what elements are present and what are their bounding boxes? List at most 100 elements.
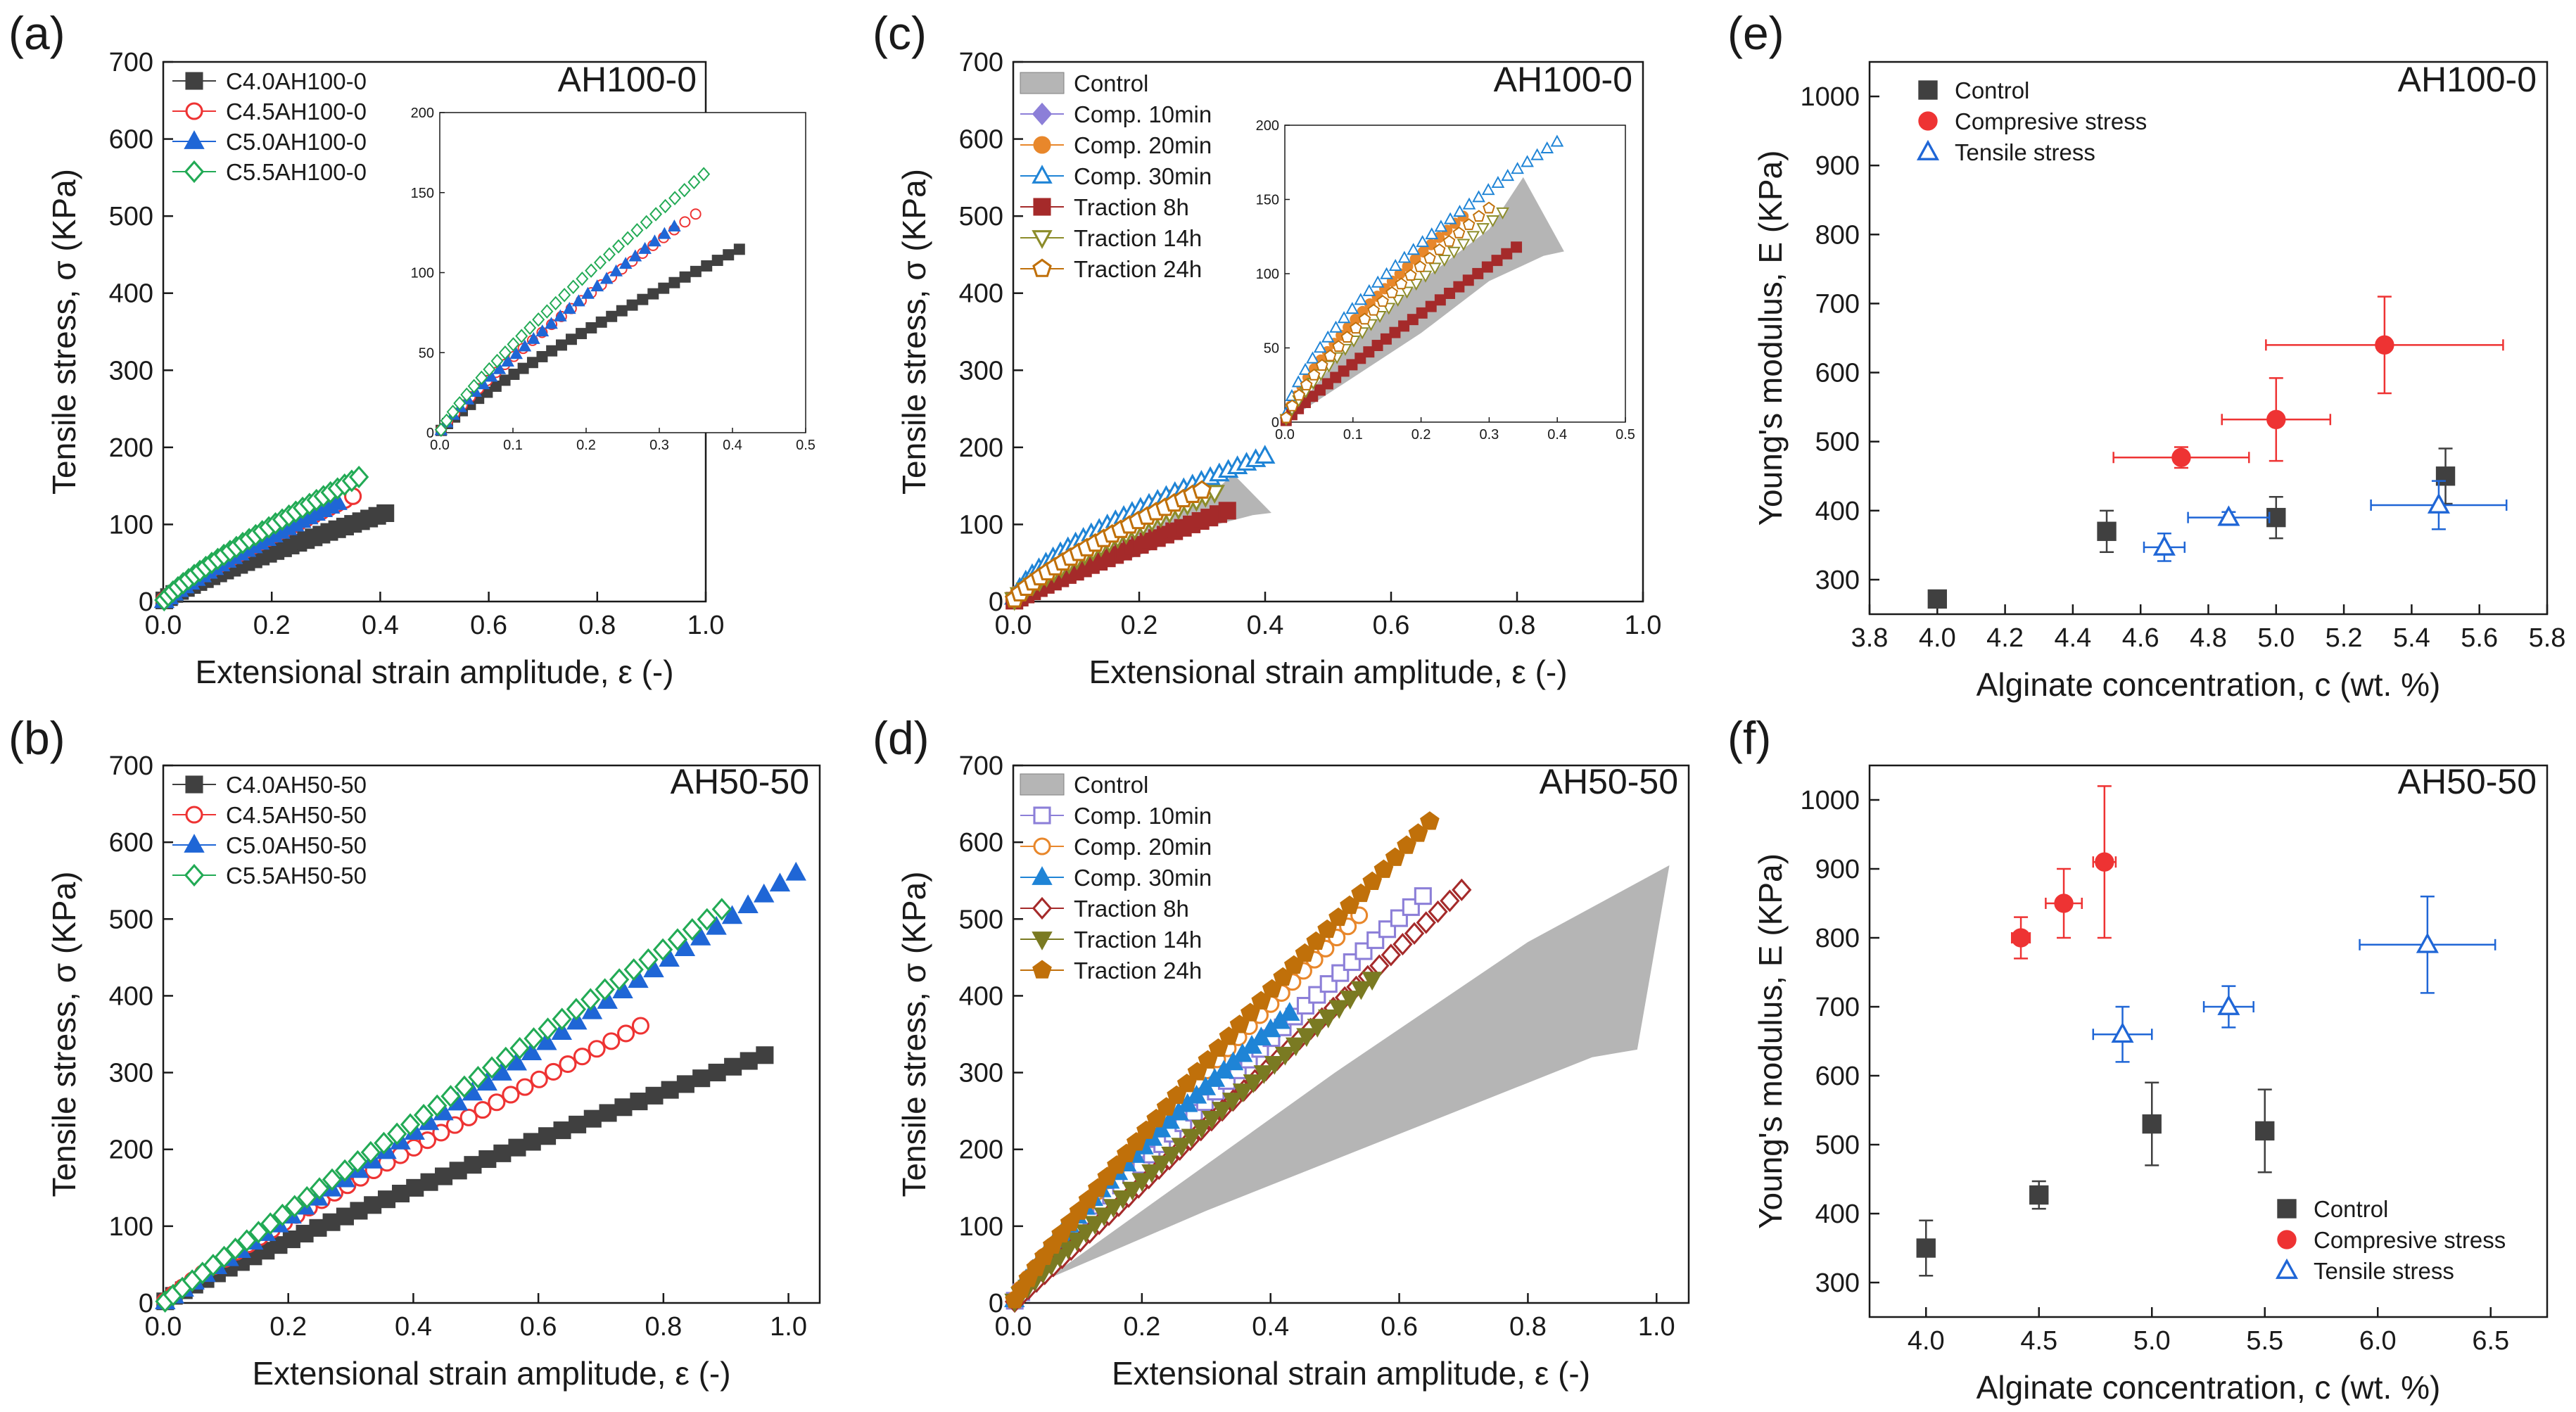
data-point [661,1081,679,1099]
inset-data-point [1511,162,1524,174]
x-tick-label: 0.6 [1373,611,1410,640]
x-axis-title: Extensional strain amplitude, ε (-) [1112,1355,1590,1392]
plot-frame [1012,61,1644,603]
inset-data-point [630,223,644,238]
data-point [538,1127,557,1145]
legend-marker [184,130,205,149]
data-point [297,1185,317,1209]
y-tick-label: 300 [959,356,1003,386]
y-tick-label: 400 [1815,1200,1860,1229]
data-point [309,1177,330,1200]
legend-marker [1032,896,1053,920]
legend-label: C5.5AH100-0 [226,159,367,185]
inset-data-point [640,215,653,230]
legend-label: C5.0AH50-50 [226,832,367,858]
data-point [2217,505,2240,526]
x-tick-label: 5.5 [2246,1326,2283,1356]
inset-data-point [1280,411,1293,424]
y-tick-label: 500 [959,202,1003,231]
data-point [630,1093,648,1111]
inset-data-point [1371,275,1385,288]
inset-data-point [498,345,512,360]
inset-data-point [649,207,663,222]
data-point [1416,911,1436,934]
data-point [706,915,727,935]
inset-data-point [1501,169,1515,182]
inset-data-point [1457,238,1471,251]
inset-data-point [585,263,598,278]
data-point [1222,1093,1243,1112]
x-tick-label: 0.8 [1509,1312,1547,1342]
inset-data-point [1293,388,1306,401]
y-tick-label: 600 [1815,359,1860,388]
x-tick-label: 5.6 [2461,623,2498,653]
data-point [769,872,791,892]
inset-data-point [701,260,713,272]
data-point [400,1113,421,1136]
data-point [1191,1119,1212,1139]
legend-label: Tensile stress [1955,139,2095,165]
data-point [348,465,369,489]
data-point [2011,928,2031,948]
inset-data-point [558,288,571,303]
inset-data-point [1481,261,1493,273]
y-tick-label: 900 [1815,151,1860,181]
inset-data-point [678,183,691,198]
inset-data-point [1398,320,1410,332]
inset-data-point [1338,365,1350,377]
x-tick-label: 0.3 [1479,427,1499,443]
data-point [1161,1146,1182,1166]
legend-marker [1033,837,1051,856]
inset-data-point [679,271,691,283]
data-point [459,1108,478,1126]
y-tick-label: 600 [959,125,1003,155]
data-point [478,1150,497,1169]
inset-data-point [1324,349,1337,362]
x-tick-label: 0.2 [1411,427,1431,443]
data-point [468,1066,488,1089]
chart-panel-f: (f) AH50-50 4.0 4.5 5.0 5.5 6.0 6.5 300 400 500 600… [1727,712,2549,1406]
data-point [348,1150,368,1173]
data-point [1084,1216,1105,1235]
inset-data-point [618,257,633,269]
data-point [645,1086,664,1105]
x-tick-label: 5.4 [2393,623,2430,653]
legend-label: Traction 14h [1074,225,1202,251]
x-tick-label: 5.8 [2529,623,2566,653]
x-tick-label: 5.2 [2326,623,2363,653]
x-tick-label: 0.0 [995,611,1032,640]
data-point [454,1075,475,1098]
y-tick-label: 400 [109,981,153,1011]
data-point [1264,1055,1286,1075]
inset-data-point [515,329,528,343]
inset-data-point [1286,399,1299,412]
inset-data-point [501,354,514,367]
y-tick-label: 50 [1264,341,1279,357]
legend-marker [1032,102,1053,126]
legend-label: C4.5AH100-0 [226,98,367,125]
inset-data-point [1462,197,1476,210]
legend-swatch [1020,72,1065,94]
inset-data-point [517,362,529,374]
y-tick-label: 300 [109,1059,153,1088]
chart-panel-b: (b) AH50-50 0.0 0.2 0.4 0.6 0.8 1.0 0 100 200 300 40… [8,712,821,1392]
legend-label: Control [1074,70,1148,96]
legend: C4.0AH100-0 C4.5AH100-0 C5.0AH100-0 C5.5AH1… [172,68,367,185]
y-tick-label: 1000 [1800,82,1860,112]
data-point [2097,521,2117,541]
data-point [1420,811,1440,830]
inset-data-point [1407,243,1421,255]
chart-panel-d: (d) AH50-50 0.0 0.2 0.4 0.6 0.8 1.0 0 100 200 300 40… [873,712,1690,1392]
inset-data-point [723,249,735,261]
inset-data-point [1395,277,1408,290]
data-point [597,990,618,1009]
inset-data-point [668,276,680,288]
inset-data-point [535,324,550,337]
data-point [1131,1173,1153,1192]
x-tick-label: 6.0 [2359,1326,2397,1356]
inset-data-point [532,312,545,327]
plot-frame [162,764,821,1304]
legend-label: Comp. 20min [1074,132,1212,158]
data-point [599,1104,617,1122]
data-point [2266,409,2286,429]
